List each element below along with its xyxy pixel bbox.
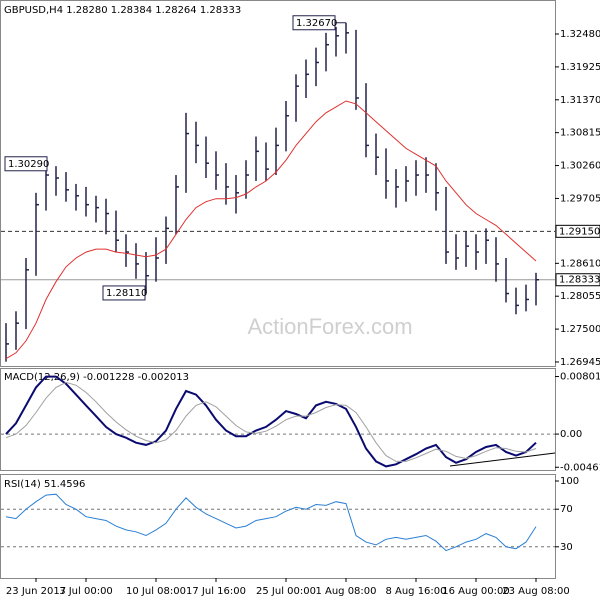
x-tick-label: 16 Aug 00:00 <box>442 586 509 597</box>
x-tick-label: 10 Jul 08:00 <box>126 586 186 597</box>
annotation-label: 1.30290 <box>8 159 49 170</box>
y-tick-label: 0.00 <box>560 429 582 440</box>
indicator-line <box>5 100 537 360</box>
macd-title: MACD(12,26,9) -0.001228 -0.002013 <box>4 372 189 383</box>
indicator-line <box>5 493 537 552</box>
x-tick-label: 8 Aug 16:00 <box>385 586 446 597</box>
y-tick-label: 1.31370 <box>560 95 600 106</box>
y-tick-label: 1.32480 <box>560 29 600 40</box>
annotation-label: 1.28110 <box>106 288 147 299</box>
rsi-panel <box>0 474 556 579</box>
annotation-box <box>4 156 48 172</box>
y-tick-label: -0.004619 <box>560 462 600 473</box>
price-title: GBPUSD,H4 1.28280 1.28384 1.28264 1.2833… <box>4 5 241 16</box>
y-tick-label: 100 <box>560 476 579 487</box>
price-panel <box>0 0 556 367</box>
macd-panel <box>0 368 556 471</box>
watermark: ActionForex.com <box>247 314 412 339</box>
annotation-box <box>102 285 146 301</box>
indicator-line <box>5 381 537 462</box>
macd-trendline <box>449 452 556 467</box>
y-tick-label: 1.27500 <box>560 324 600 335</box>
x-tick-label: 25 Jul 00:00 <box>256 586 316 597</box>
y-tick-label: 0.008012 <box>560 372 600 383</box>
annotation-box <box>292 15 336 31</box>
x-tick-label: 1 Aug 08:00 <box>315 586 376 597</box>
price-level-label: 1.28333 <box>559 275 600 286</box>
y-tick-label: 70 <box>560 504 573 515</box>
x-tick-label: 23 Jun 2017 <box>6 586 66 597</box>
y-tick-label: 1.26945 <box>560 357 600 368</box>
y-tick-label: 1.30260 <box>560 161 600 172</box>
price-level-box <box>555 224 600 238</box>
price-level-label: 1.29150 <box>559 226 600 237</box>
y-tick-label: 1.29705 <box>560 193 600 204</box>
indicator-line <box>5 375 537 468</box>
rsi-title: RSI(14) 51.4596 <box>4 479 85 490</box>
x-tick-label: 3 Jul 00:00 <box>59 586 113 597</box>
y-tick-label: 1.30815 <box>560 128 600 139</box>
x-tick-label: 17 Jul 16:00 <box>186 586 246 597</box>
y-tick-label: 30 <box>560 542 573 553</box>
y-tick-label: 1.31925 <box>560 62 600 73</box>
y-tick-label: 1.28055 <box>560 291 600 302</box>
annotation-label: 1.32670 <box>296 18 337 29</box>
price-level-box <box>555 273 600 287</box>
x-tick-label: 23 Aug 08:00 <box>502 586 569 597</box>
y-tick-label: 1.28610 <box>560 258 600 269</box>
